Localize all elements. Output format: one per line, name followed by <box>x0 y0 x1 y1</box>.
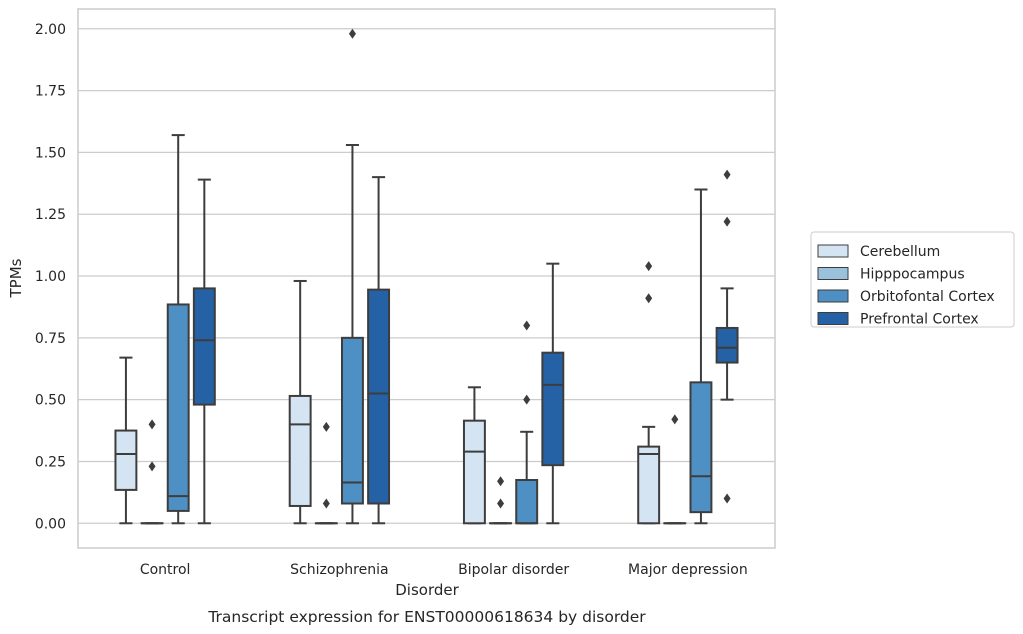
y-tick-label: 0.25 <box>35 454 66 470</box>
legend-swatch <box>817 267 849 280</box>
legend-item: Prefrontal Cortex <box>817 312 979 328</box>
box-prefrontal-cortex <box>367 176 391 525</box>
legend-item: Cerebellum <box>817 244 940 260</box>
y-tick-label: 1.75 <box>35 84 66 100</box>
outlier-point <box>348 28 356 39</box>
iqr-box <box>541 351 565 467</box>
outlier-point <box>497 498 505 509</box>
legend-frame <box>810 231 1015 328</box>
box-series <box>114 28 739 525</box>
outlier-point <box>497 476 505 487</box>
box-orbitofontal-cortex <box>689 188 713 525</box>
x-tick-labels: Control Schizophrenia Bipolar disorder Majo… <box>140 562 748 578</box>
outlier-point <box>148 419 156 430</box>
y-tick-label: 0.00 <box>35 516 66 532</box>
box-hipppocampus <box>140 419 164 525</box>
x-axis-label: Disorder <box>395 581 459 599</box>
box-cerebellum <box>288 279 312 525</box>
iqr-box <box>166 303 190 512</box>
y-tick-label: 0.75 <box>35 331 66 347</box>
box-cerebellum <box>637 261 661 525</box>
box-hipppocampus <box>489 476 513 525</box>
box-orbitofontal-cortex <box>166 134 190 525</box>
x-tick-label: Schizophrenia <box>290 562 388 578</box>
outlier-point <box>523 320 531 331</box>
legend-swatch <box>817 289 849 303</box>
legend-label: Orbitofontal Cortex <box>860 289 995 305</box>
iqr-box <box>114 429 138 491</box>
box-hipppocampus <box>314 421 338 525</box>
x-tick-label: Bipolar disorder <box>458 562 569 578</box>
outlier-point <box>523 394 531 405</box>
iqr-box <box>340 336 364 505</box>
iqr-box <box>637 445 661 525</box>
outlier-point <box>645 293 653 304</box>
legend-item: Orbitofontal Cortex <box>817 289 995 305</box>
y-tick-label: 2.00 <box>35 22 66 38</box>
legend-label: Hipppocampus <box>860 267 965 283</box>
x-tick-label: Control <box>140 562 191 578</box>
iqr-box <box>715 326 739 364</box>
box-cerebellum <box>114 356 138 525</box>
iqr-box <box>288 394 312 507</box>
legend-label: Cerebellum <box>860 244 940 260</box>
iqr-box <box>515 479 539 525</box>
chart-caption: Transcript expression for ENST0000061863… <box>207 608 646 626</box>
box-prefrontal-cortex <box>192 178 216 525</box>
outlier-point <box>148 461 156 472</box>
outlier-point <box>723 169 731 180</box>
y-axis-label: TPMs <box>7 258 25 298</box>
y-tick-label: 1.25 <box>35 207 66 223</box>
outlier-point <box>671 414 679 425</box>
y-tick-label: 1.50 <box>35 145 66 161</box>
box-prefrontal-cortex <box>541 262 565 525</box>
iqr-box <box>689 381 713 514</box>
outlier-point <box>645 261 653 272</box>
box-orbitofontal-cortex <box>340 28 364 525</box>
iqr-box <box>192 287 216 406</box>
box-cerebellum <box>462 386 486 525</box>
outlier-point <box>723 493 731 504</box>
y-tick-label: 1.00 <box>35 269 66 285</box>
box-prefrontal-cortex <box>715 169 739 504</box>
box-hipppocampus <box>663 414 687 525</box>
legend-label: Prefrontal Cortex <box>860 312 979 328</box>
iqr-box <box>462 419 486 525</box>
outlier-point <box>322 421 330 432</box>
legend-swatch <box>817 312 849 325</box>
y-tick-label: 0.50 <box>35 393 66 409</box>
legend-item: Hipppocampus <box>817 267 965 283</box>
iqr-box <box>367 288 391 505</box>
box-orbitofontal-cortex <box>515 320 539 525</box>
y-tick-labels: 0.00 0.25 0.50 0.75 1.00 1.25 1.50 1.75 2.00 <box>35 22 66 532</box>
outlier-point <box>322 498 330 509</box>
plot-area-frame <box>77 8 776 549</box>
legend: Cerebellum Hipppocampus Orbitofontal Corte… <box>810 231 1015 328</box>
outlier-point <box>723 216 731 227</box>
legend-swatch <box>817 244 849 258</box>
x-tick-label: Major depression <box>628 562 748 578</box>
